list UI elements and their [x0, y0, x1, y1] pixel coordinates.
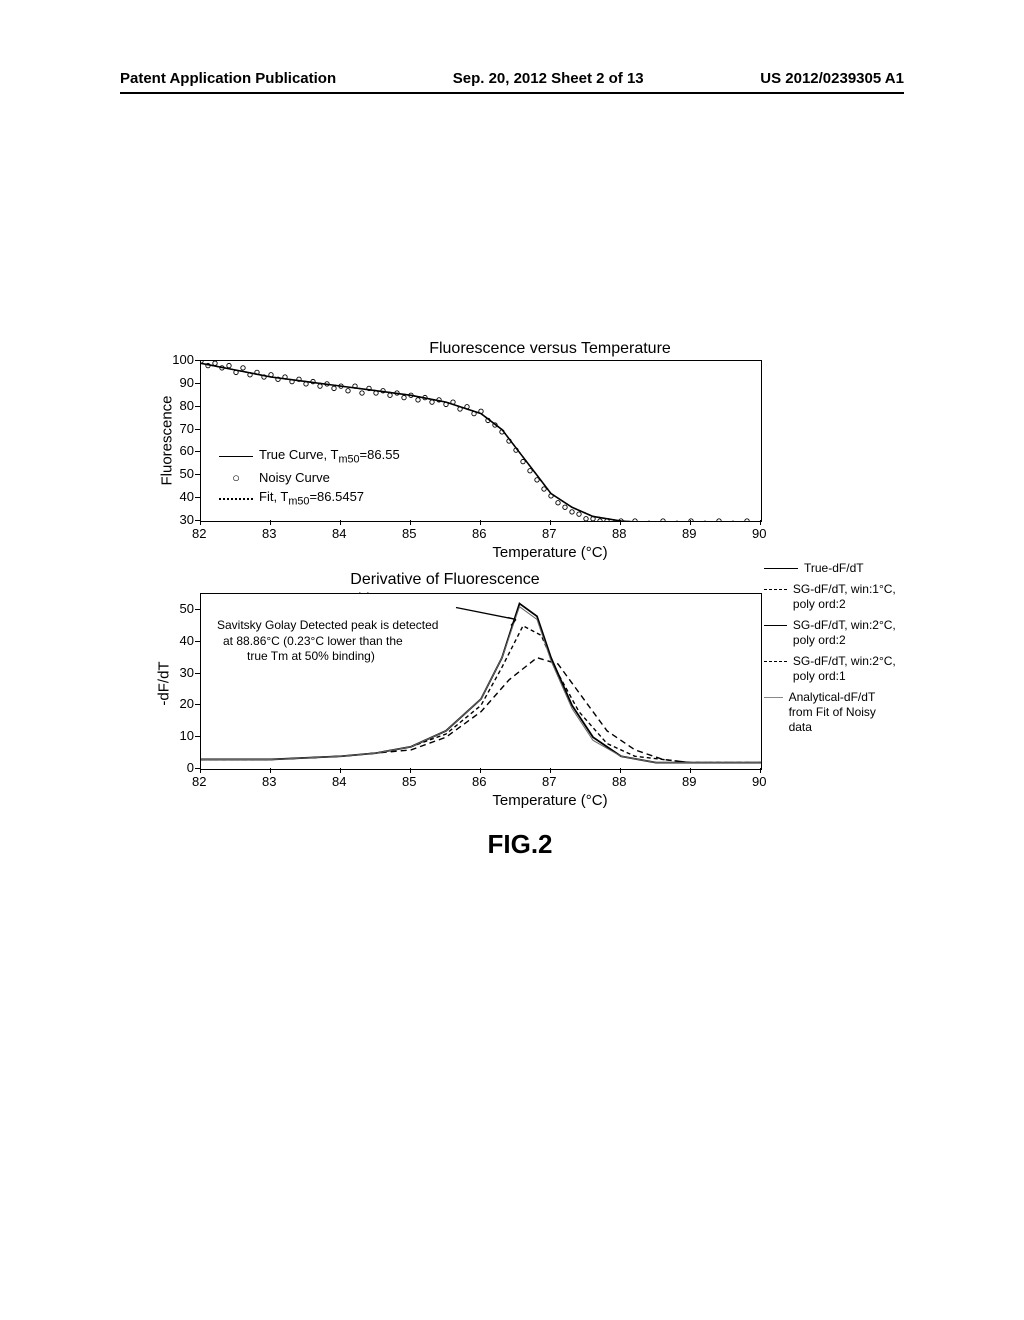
header-right: US 2012/0239305 A1: [760, 70, 904, 87]
page-header: Patent Application Publication Sep. 20, …: [0, 70, 1024, 87]
legend-noisy-curve: ○ Noisy Curve: [219, 468, 400, 488]
marker-icon: ○: [219, 468, 253, 488]
chart2-plot: Savitsky Golay Detected peak is detected…: [200, 593, 762, 770]
legend-true-dfdt: True-dF/dT: [764, 561, 900, 576]
line-icon: [219, 456, 253, 457]
chart-derivative: Derivative of Fluorescence with respect …: [140, 571, 900, 809]
chart1-plot: True Curve, Tm50=86.55 ○ Noisy Curve Fit…: [200, 360, 762, 522]
figure-container: Fluorescence versus Temperature Fluoresc…: [140, 340, 900, 860]
chart-fluorescence: Fluorescence versus Temperature Fluoresc…: [140, 340, 900, 561]
header-left: Patent Application Publication: [120, 70, 336, 87]
line-icon: [764, 568, 798, 569]
chart2-title-l1: Derivative of Fluorescence: [130, 571, 760, 589]
figure-label: FIG.2: [140, 829, 900, 860]
chart2-xlabel: Temperature (°C): [200, 792, 900, 809]
dotted-line-icon: [219, 498, 253, 500]
legend-fit-curve: Fit, Tm50=86.5457: [219, 487, 400, 510]
dashed-line-icon: [764, 589, 787, 590]
chart1-title: Fluorescence versus Temperature: [200, 340, 900, 358]
header-center: Sep. 20, 2012 Sheet 2 of 13: [453, 70, 644, 87]
legend-true-curve: True Curve, Tm50=86.55: [219, 445, 400, 468]
header-rule: [120, 92, 904, 94]
chart1-xlabel: Temperature (°C): [200, 544, 900, 561]
chart2-annotation: Savitsky Golay Detected peak is detected…: [217, 618, 438, 665]
chart1-legend: True Curve, Tm50=86.55 ○ Noisy Curve Fit…: [219, 445, 400, 510]
